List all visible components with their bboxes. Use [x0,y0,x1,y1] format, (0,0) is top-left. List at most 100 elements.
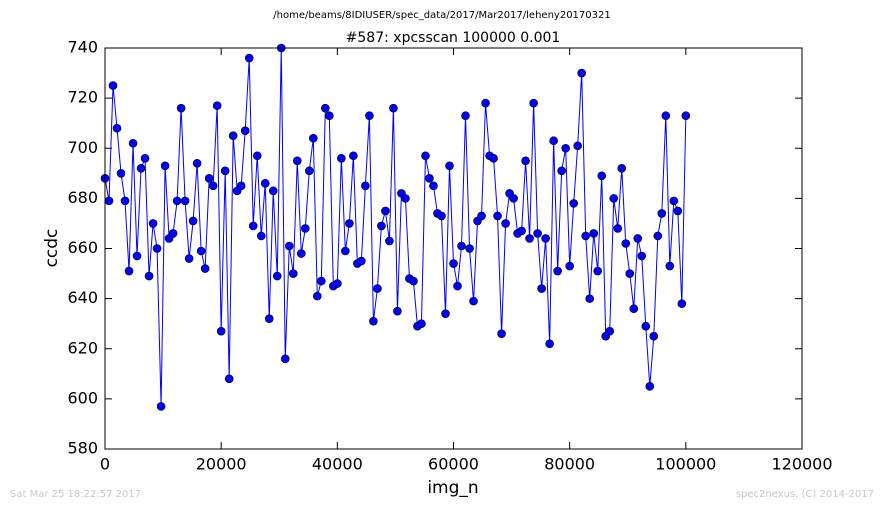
y-tick-label: 700 [67,138,98,157]
marker [529,98,538,108]
footer-left: Sat Mar 25 18:22:57 2017 [10,489,141,500]
x-tick-label: 60000 [428,455,479,474]
marker [653,231,663,241]
marker [260,179,270,188]
marker [288,269,298,278]
x-axis-label: img_n [427,478,478,498]
marker [361,181,370,191]
x-tick-label: 100000 [655,455,716,474]
plot-frame [104,47,803,450]
marker [349,151,358,161]
marker [341,246,350,256]
marker [112,123,122,133]
marker [325,111,334,120]
marker [661,111,671,120]
marker [208,181,218,191]
marker [377,221,386,231]
marker [421,151,430,161]
marker [357,256,366,266]
marker [188,216,198,226]
marker [493,211,502,221]
marker [425,174,434,183]
marker [373,284,382,293]
marker [517,226,526,236]
marker [593,266,603,276]
marker [108,81,118,90]
marker [521,156,530,166]
marker [605,326,615,336]
marker [401,194,410,203]
marker [240,126,250,136]
marker [569,199,578,208]
marker [453,281,462,291]
y-tick-label: 660 [67,238,98,257]
marker [172,196,182,206]
marker [116,169,126,178]
marker [321,103,330,113]
y-tick-label: 580 [67,439,98,458]
marker [333,279,342,288]
marker [609,194,619,203]
marker [525,234,534,243]
marker [248,221,258,231]
marker [152,244,162,253]
marker [393,306,402,316]
marker [317,276,326,286]
marker [625,269,635,278]
marker [296,249,306,258]
marker [292,156,302,166]
marker [577,68,586,78]
marker [465,244,474,253]
marker [280,354,290,364]
y-tick-label: 600 [67,388,98,407]
marker [148,219,158,228]
marker [445,161,454,171]
marker [633,234,643,243]
marker [345,219,354,228]
chart-title: #587: xpcsscan 100000 0.001 [346,30,561,46]
marker [385,236,394,246]
marker [256,231,266,241]
marker [156,402,166,411]
marker [497,329,506,339]
marker [264,314,274,323]
line [104,47,687,407]
marker [617,164,627,173]
marker [549,136,558,146]
marker [160,161,170,171]
marker [369,316,378,326]
marker [429,181,438,191]
y-tick-label: 640 [67,288,98,307]
marker [204,174,214,183]
marker [389,103,398,113]
marker [537,284,546,293]
marker [589,229,599,238]
marker [140,153,150,163]
marker [665,261,675,271]
x-tick-label: 20000 [196,455,247,474]
marker [308,133,318,143]
marker [449,259,458,268]
marker [581,231,590,241]
marker [573,141,582,151]
marker [304,166,314,176]
marker [196,246,206,256]
marker [144,271,154,281]
marker [252,151,262,161]
marker [481,98,490,108]
marker [176,103,186,113]
marker [437,211,446,221]
marker [180,196,190,206]
marker [216,326,226,336]
marker [613,224,623,233]
marker [637,251,647,261]
marker [557,166,566,176]
marker [441,309,450,318]
marker [657,209,667,218]
marker [621,239,631,248]
marker [417,319,426,328]
marker [268,186,278,196]
marker [136,164,146,173]
marker [461,111,470,120]
